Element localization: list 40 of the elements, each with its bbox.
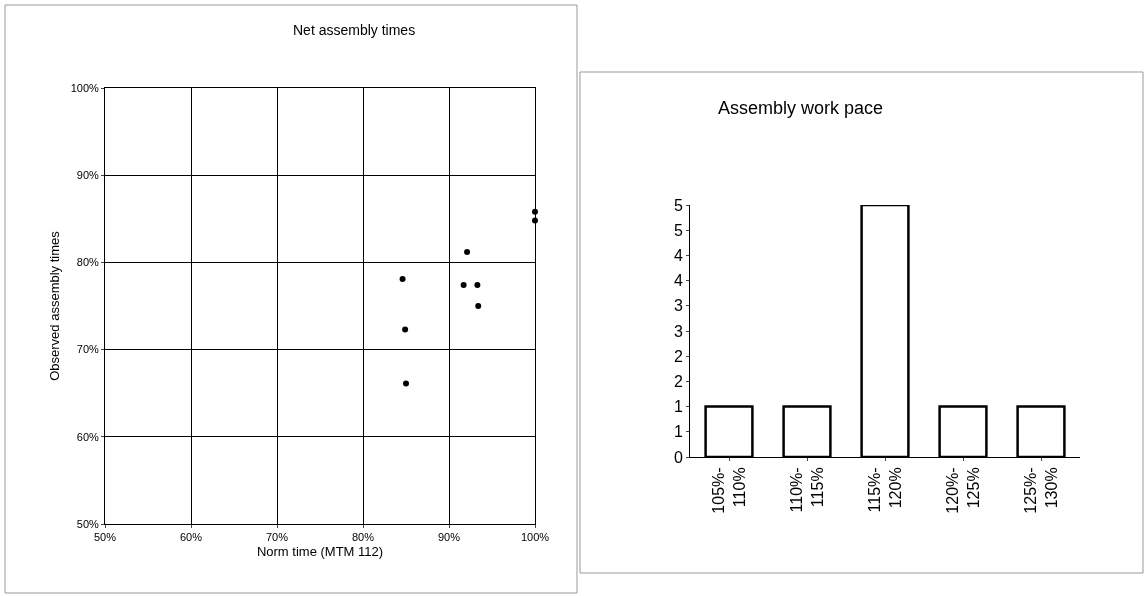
x-tick-label: 120%-125% [943, 467, 982, 514]
y-tick-label: 0 [673, 448, 683, 466]
chart-title: Assembly work pace [718, 98, 884, 118]
y-tick-label: 3 [673, 322, 683, 340]
point [460, 282, 467, 289]
chart-title: Net assembly times [293, 22, 416, 38]
y-tick-label: 4 [673, 272, 683, 290]
y-tick-label: 2 [673, 373, 683, 390]
x-tick-label: 90% [437, 531, 461, 544]
x-tick-label: 80% [351, 531, 375, 544]
x-tick-label: 60% [179, 531, 203, 544]
x-tick-label: 105%-110% [709, 467, 748, 514]
x-tick-label: 110%-115% [787, 467, 826, 513]
point [464, 248, 471, 255]
x-axis-title: Norm time (MTM 112) [256, 543, 384, 559]
point [403, 380, 409, 387]
y-tick-label: 60% [76, 430, 99, 443]
y-tick-label: 80% [76, 256, 99, 269]
y-tick-label: 1 [673, 398, 683, 416]
y-axis-title: Observed assembly times [46, 230, 62, 381]
x-tick-label: 115%-120% [865, 467, 904, 513]
y-tick-label: 5 [673, 221, 683, 239]
y-tick-label: 100% [70, 81, 100, 94]
x-tick-label: 70% [265, 531, 289, 544]
x-tick-label: 100% [520, 531, 550, 544]
y-tick-label: 3 [673, 297, 683, 315]
x-tick-label: 50% [93, 531, 117, 544]
y-tick-label: 70% [76, 343, 99, 356]
y-tick-label: 90% [76, 169, 99, 182]
point [399, 275, 406, 282]
y-tick-label: 50% [76, 517, 99, 530]
x-tick-label: 125%-130% [1021, 467, 1060, 514]
point [402, 326, 409, 333]
point [475, 303, 482, 309]
y-tick-label: 5 [673, 196, 683, 214]
point [532, 208, 538, 215]
y-tick-label: 1 [673, 423, 683, 441]
point [474, 282, 481, 289]
y-tick-label: 2 [673, 347, 683, 365]
y-tick-label: 4 [673, 247, 683, 264]
